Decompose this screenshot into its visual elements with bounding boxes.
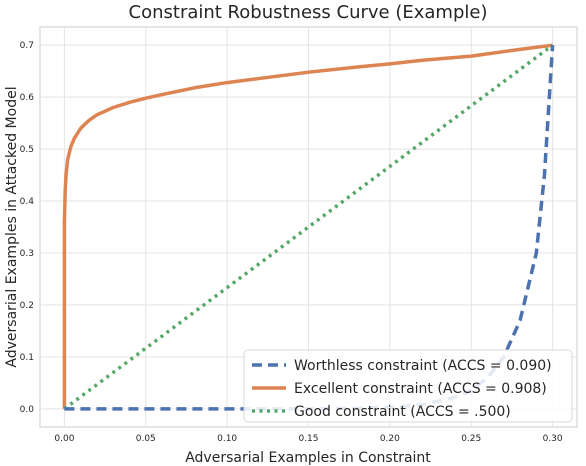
x-tick-label: 0.20: [380, 434, 400, 444]
legend-entry: Good constraint (ACCS = .500): [294, 404, 511, 420]
x-tick-label: 0.10: [217, 434, 237, 444]
x-tick-label: 0.25: [461, 434, 481, 444]
x-tick-label: 0.15: [298, 434, 318, 444]
y-tick-label: 0.3: [20, 249, 34, 259]
y-tick-label: 0.7: [20, 41, 34, 51]
y-tick-label: 0.6: [20, 93, 35, 103]
y-tick-label: 0.2: [20, 301, 34, 311]
x-tick-label: 0.00: [54, 434, 74, 444]
legend: Worthless constraint (ACCS = 0.090) Excel…: [243, 349, 573, 423]
y-tick-label: 0.5: [20, 145, 34, 155]
y-axis-label: Adversarial Examples in Attacked Model: [4, 86, 20, 367]
x-axis-label: Adversarial Examples in Constraint: [185, 450, 431, 466]
x-tick-label: 0.05: [136, 434, 156, 444]
y-tick-label: 0.4: [20, 197, 35, 207]
legend-entry: Worthless constraint (ACCS = 0.090): [294, 358, 552, 374]
legend-entry: Excellent constraint (ACCS = 0.908): [294, 381, 547, 397]
x-tick-label: 0.30: [543, 434, 563, 444]
y-tick-label: 0.0: [20, 405, 35, 415]
y-tick-label: 0.1: [20, 353, 34, 363]
legend-box: [243, 349, 573, 423]
tick-layer: 0.00 0.05 0.10 0.15 0.20 0.25 0.30 0.0 0.1 0.2 0.3…: [20, 41, 563, 444]
chart-title: Constraint Robustness Curve (Example): [129, 2, 488, 23]
series-line: [62, 43, 553, 409]
